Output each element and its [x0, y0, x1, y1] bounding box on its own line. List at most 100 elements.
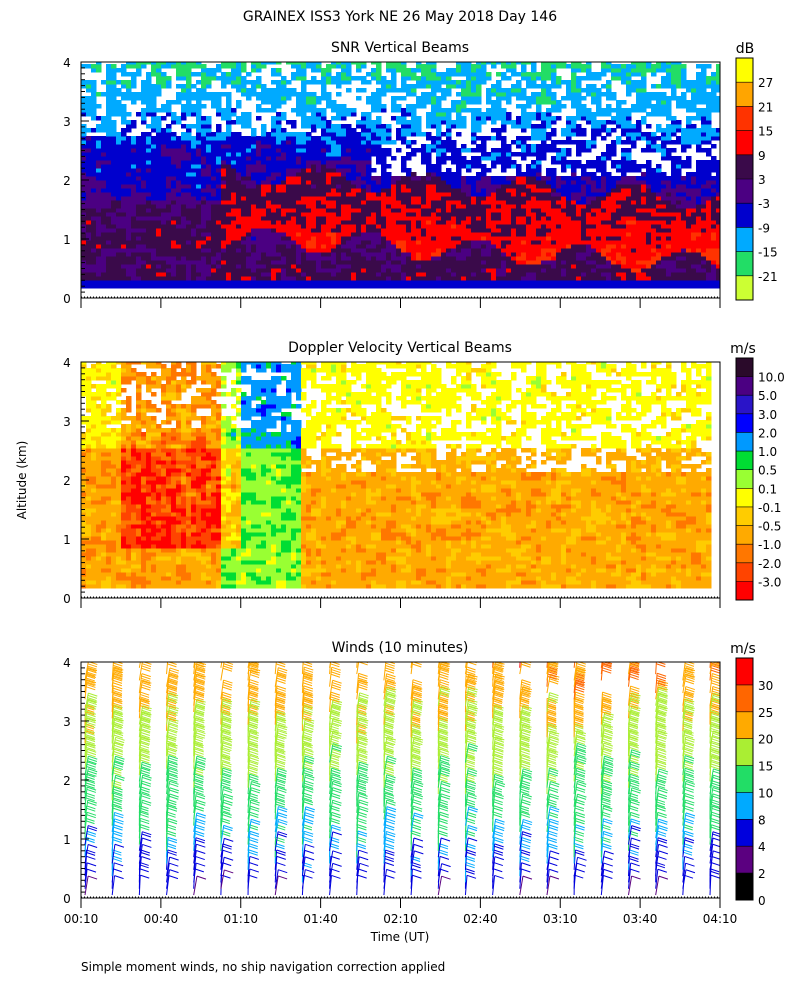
snr-cell	[246, 120, 252, 125]
snr-cell	[336, 276, 342, 281]
snr-cell	[336, 92, 342, 97]
snr-cell	[311, 168, 317, 173]
snr-cell	[321, 124, 327, 129]
snr-cell	[216, 248, 222, 253]
snr-cell	[391, 228, 397, 233]
snr-cell	[471, 160, 477, 165]
snr-cell	[256, 108, 262, 113]
snr-cell	[276, 84, 282, 89]
snr-cell	[136, 184, 142, 189]
snr-cell	[496, 112, 502, 117]
snr-cell	[266, 160, 272, 165]
snr-cell	[161, 228, 167, 233]
snr-cell	[396, 236, 402, 241]
snr-cell	[546, 208, 552, 213]
snr-cell	[111, 164, 117, 169]
snr-cell	[431, 140, 437, 145]
snr-cell	[386, 208, 392, 213]
snr-cell	[351, 156, 357, 161]
snr-cell	[421, 260, 427, 265]
snr-cell	[496, 212, 502, 217]
snr-cell	[196, 100, 202, 105]
snr-cell	[561, 236, 567, 241]
snr-cell	[106, 220, 112, 225]
snr-cell	[111, 68, 117, 73]
snr-cell	[466, 164, 472, 169]
snr-cell	[281, 116, 287, 121]
snr-cell	[131, 176, 137, 181]
snr-cell	[326, 232, 332, 237]
snr-cell	[441, 152, 447, 157]
snr-cell	[506, 188, 512, 193]
snr-cell	[146, 56, 152, 61]
snr-cell	[276, 144, 282, 149]
snr-cell	[231, 172, 237, 177]
snr-cell	[446, 260, 452, 265]
snr-cell	[436, 160, 442, 165]
snr-cell	[341, 204, 347, 209]
snr-cell	[471, 116, 477, 121]
snr-cell	[226, 108, 232, 113]
snr-cell	[186, 232, 192, 237]
snr-cell	[556, 180, 562, 185]
snr-cell	[281, 236, 287, 241]
snr-cell	[106, 192, 112, 197]
snr-cell	[291, 280, 297, 285]
snr-cell	[146, 196, 152, 201]
snr-cell	[311, 220, 317, 225]
snr-cell	[156, 148, 162, 153]
snr-cell	[441, 132, 447, 137]
snr-cell	[151, 160, 157, 165]
snr-cell	[341, 72, 347, 77]
snr-cell	[226, 236, 232, 241]
snr-cell	[221, 260, 227, 265]
snr-cell	[361, 120, 367, 125]
snr-cell	[476, 88, 482, 93]
snr-cell	[476, 116, 482, 121]
snr-cell	[246, 240, 252, 245]
snr-cell	[311, 272, 317, 277]
snr-cell	[316, 136, 322, 141]
snr-cell	[501, 128, 507, 133]
snr-cell	[421, 152, 427, 157]
snr-cell	[86, 108, 92, 113]
snr-cell	[441, 256, 447, 261]
snr-cell	[216, 240, 222, 245]
snr-cell	[466, 280, 472, 285]
snr-cell	[226, 192, 232, 197]
snr-cell	[236, 72, 242, 77]
snr-cell	[186, 204, 192, 209]
snr-cell	[446, 188, 452, 193]
snr-cell	[346, 132, 352, 137]
snr-cell	[156, 184, 162, 189]
snr-cell	[211, 100, 217, 105]
snr-cell	[366, 240, 372, 245]
snr-cell	[166, 264, 172, 269]
snr-cell	[346, 140, 352, 145]
snr-cell	[226, 240, 232, 245]
snr-cell	[166, 272, 172, 277]
snr-cell	[551, 96, 557, 101]
snr-cell	[526, 188, 532, 193]
snr-cell	[411, 120, 417, 125]
snr-cell	[511, 220, 517, 225]
snr-cell	[316, 216, 322, 221]
snr-cell	[306, 132, 312, 137]
snr-cell	[571, 208, 577, 213]
snr-cell	[171, 204, 177, 209]
snr-cell	[286, 264, 292, 269]
snr-cell	[101, 224, 107, 229]
snr-cell	[501, 196, 507, 201]
snr-cell	[546, 244, 552, 249]
snr-cell	[146, 104, 152, 109]
snr-cell	[356, 284, 362, 289]
snr-cell	[491, 100, 497, 105]
snr-cell	[411, 112, 417, 117]
snr-cell	[426, 252, 432, 257]
snr-cell	[206, 236, 212, 241]
snr-cell	[226, 92, 232, 97]
snr-cell	[391, 268, 397, 273]
snr-cell	[411, 248, 417, 253]
snr-cell	[166, 128, 172, 133]
snr-cell	[116, 264, 122, 269]
